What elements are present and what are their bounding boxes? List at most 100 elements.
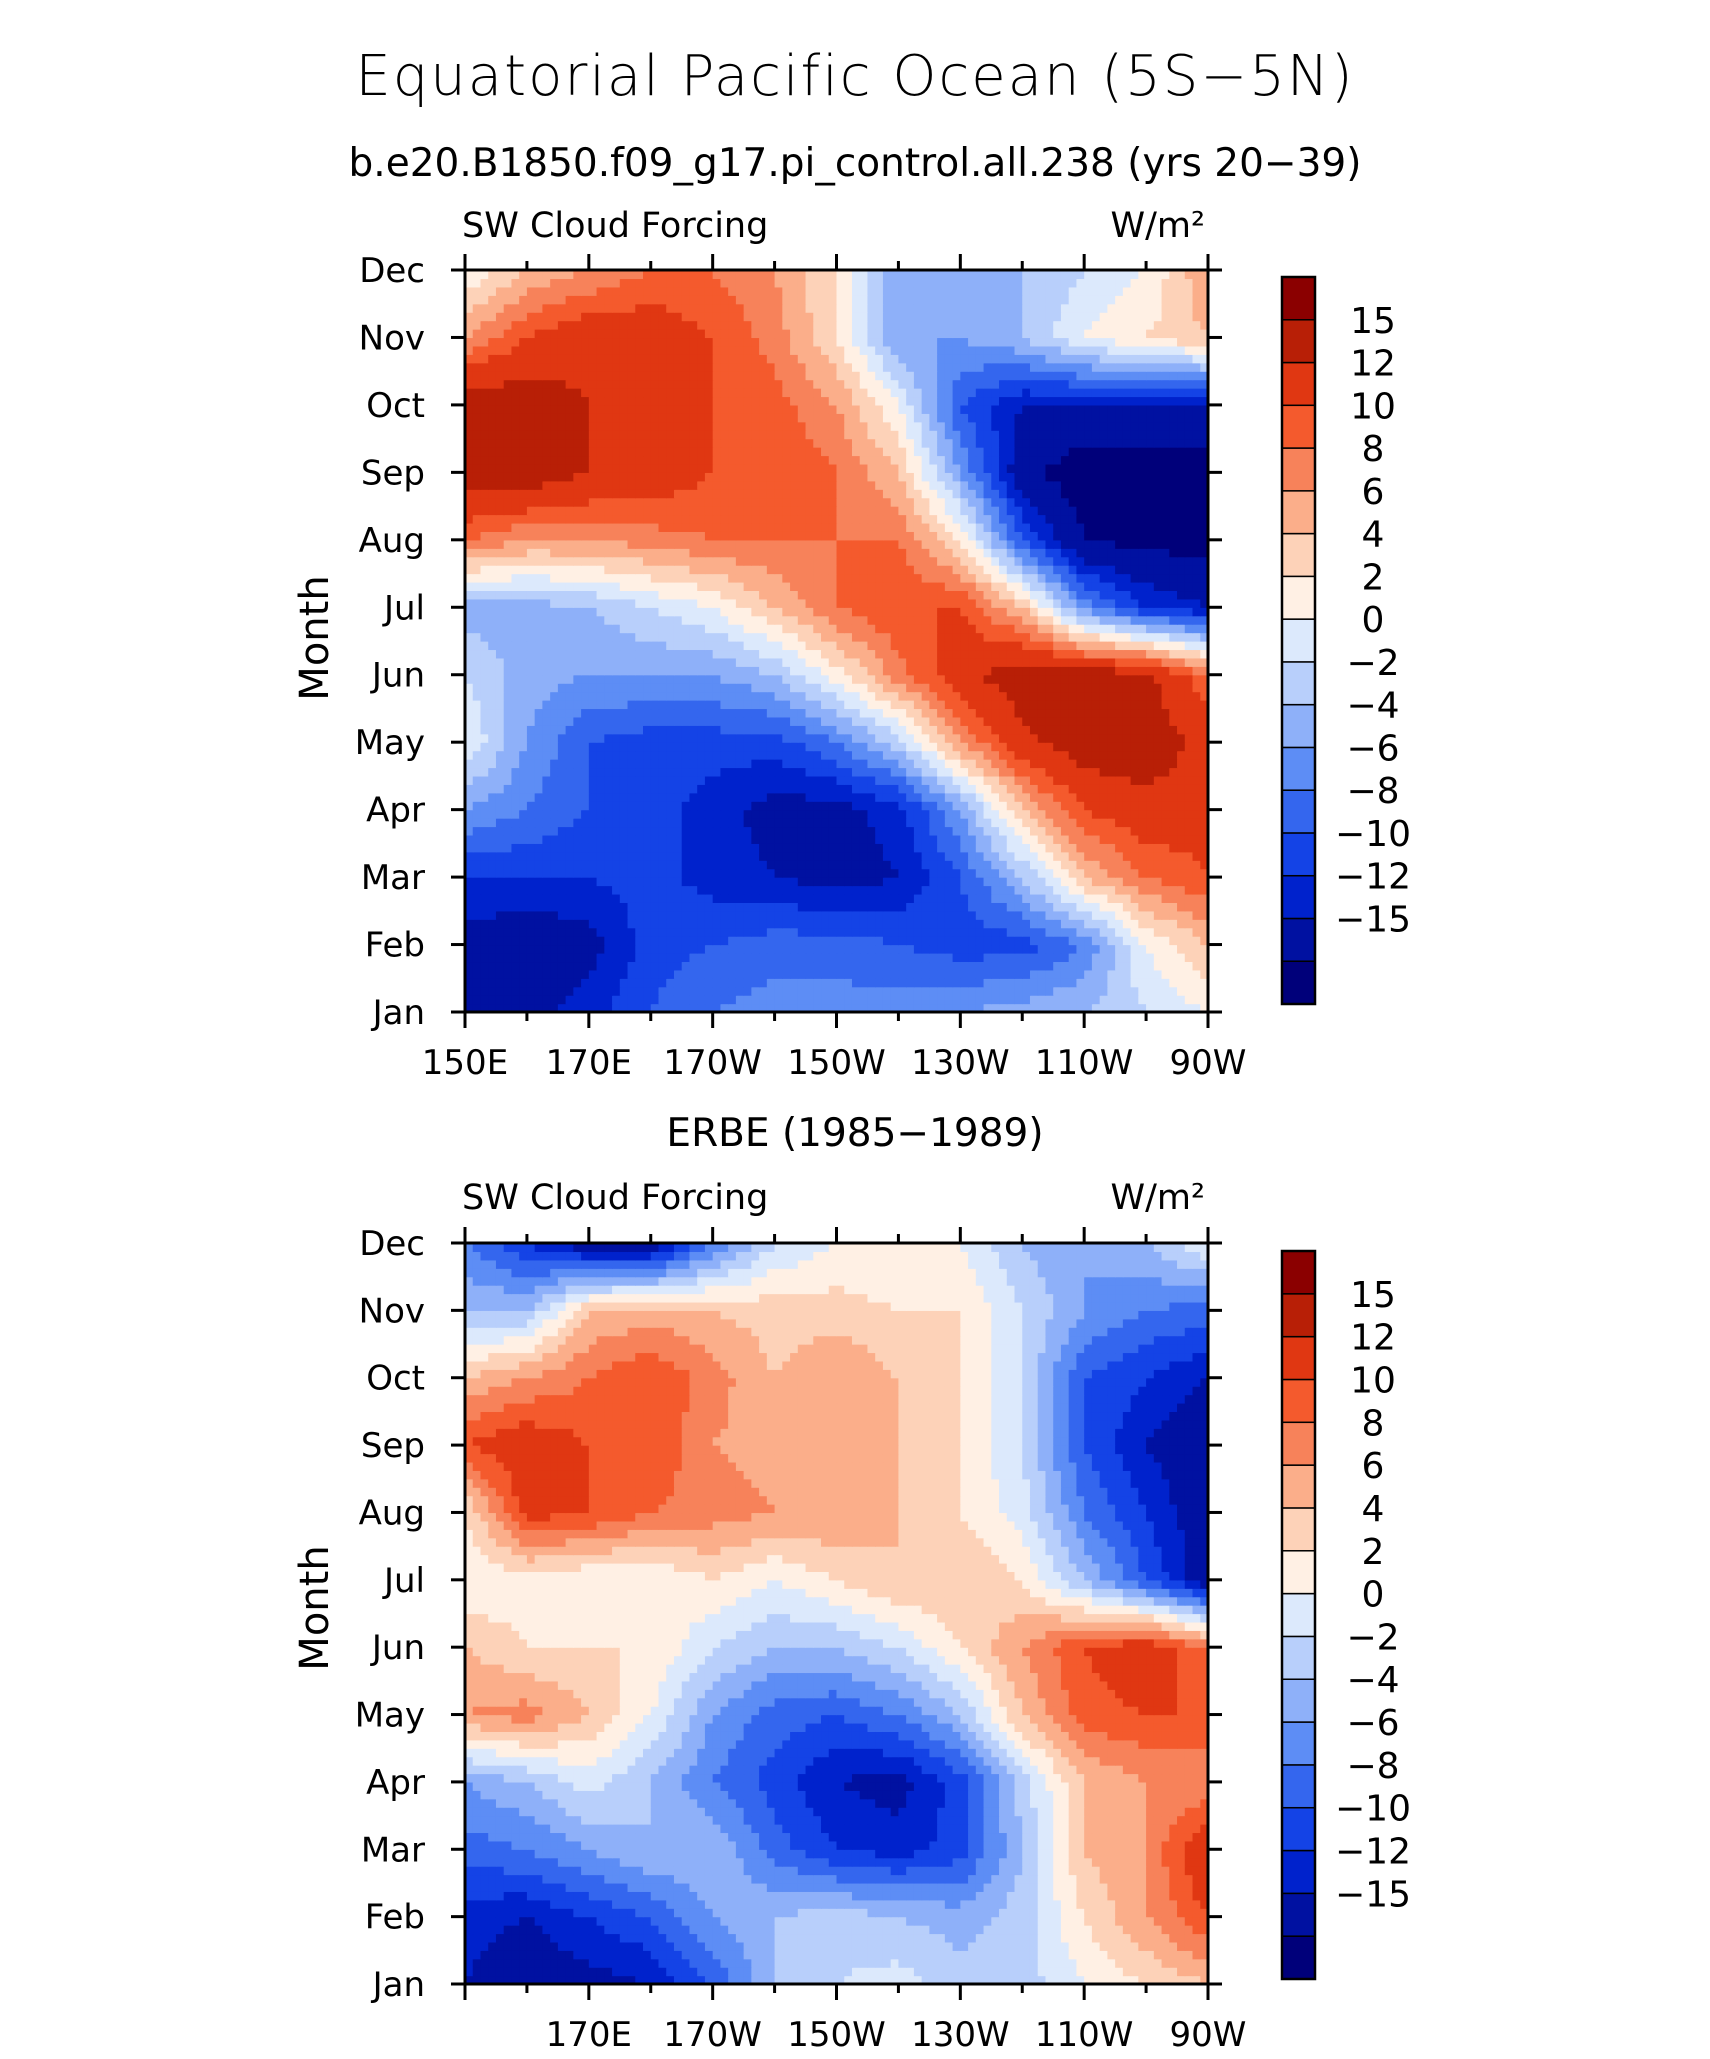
heatmap-cell: [828, 742, 838, 752]
heatmap-cell: [534, 860, 543, 870]
heatmap-cell: [991, 986, 1000, 996]
heatmap-cell: [766, 843, 776, 853]
heatmap-cell: [968, 683, 977, 693]
heatmap-cell: [689, 969, 698, 979]
heatmap-cell: [1029, 910, 1039, 920]
heatmap-cell: [697, 936, 706, 946]
heatmap-cell: [944, 742, 954, 752]
heatmap-cell: [1115, 632, 1124, 642]
heatmap-cell: [480, 649, 489, 659]
heatmap-cell: [882, 860, 892, 870]
heatmap-cell: [929, 733, 938, 743]
heatmap-cell: [999, 581, 1008, 592]
heatmap-cell: [975, 834, 985, 844]
heatmap-cell: [790, 598, 799, 608]
heatmap-cell: [813, 725, 822, 735]
heatmap-cell: [495, 843, 505, 853]
heatmap-cell: [557, 649, 567, 659]
heatmap-cell: [573, 666, 582, 676]
heatmap-cell: [526, 969, 536, 979]
heatmap-cell: [573, 826, 582, 836]
heatmap-cell: [503, 784, 513, 794]
heatmap-cell: [859, 818, 869, 828]
heatmap-cell: [929, 641, 938, 651]
heatmap-cell: [604, 573, 613, 583]
heatmap-cell: [480, 581, 489, 592]
heatmap-cell: [790, 716, 799, 726]
heatmap-cell: [465, 775, 474, 785]
heatmap-cell: [743, 775, 752, 785]
heatmap-cell: [697, 1003, 706, 1013]
heatmap-cell: [805, 708, 814, 718]
heatmap-cell: [604, 860, 613, 870]
heatmap-cell: [952, 590, 961, 600]
heatmap-cell: [658, 683, 667, 693]
heatmap-cell: [836, 716, 845, 726]
heatmap-cell: [1115, 733, 1124, 743]
heatmap-cell: [882, 750, 892, 760]
heatmap-cell: [968, 733, 977, 743]
heatmap-cell: [844, 590, 853, 600]
heatmap-cell: [1022, 851, 1031, 861]
heatmap-cell: [937, 641, 946, 651]
heatmap-cell: [588, 1003, 598, 1013]
heatmap-cell: [851, 818, 861, 828]
heatmap-cell: [844, 700, 853, 710]
heatmap-cell: [1146, 792, 1155, 802]
heatmap-cell: [797, 775, 807, 785]
heatmap-cell: [573, 581, 582, 592]
heatmap-cell: [983, 902, 992, 912]
heatmap-cell: [1099, 910, 1108, 920]
heatmap-cell: [766, 759, 776, 769]
heatmap-cell: [673, 944, 683, 954]
heatmap-cell: [968, 657, 977, 667]
heatmap-cell: [557, 691, 567, 701]
heatmap-cell: [944, 759, 954, 769]
heatmap-cell: [859, 826, 869, 836]
heatmap-cell: [573, 691, 582, 701]
heatmap-cell: [913, 927, 923, 937]
heatmap-cell: [743, 725, 752, 735]
heatmap-cell: [851, 826, 861, 836]
heatmap-cell: [643, 952, 652, 963]
heatmap-cell: [1200, 843, 1209, 853]
heatmap-cell: [1053, 700, 1062, 710]
heatmap-cell: [612, 733, 621, 743]
heatmap-cell: [619, 641, 629, 651]
heatmap-cell: [821, 927, 830, 937]
heatmap-cell: [588, 691, 598, 701]
heatmap-cell: [735, 775, 745, 785]
heatmap-cell: [1161, 910, 1170, 920]
heatmap-cell: [913, 691, 923, 701]
heatmap-cell: [1184, 860, 1194, 870]
heatmap-cell: [666, 944, 675, 954]
heatmap-cell: [821, 775, 830, 785]
heatmap-cell: [1053, 716, 1062, 726]
heatmap-cell: [1076, 708, 1085, 718]
heatmap-cell: [867, 581, 876, 592]
heatmap-cell: [797, 641, 807, 651]
heatmap-cell: [1200, 632, 1209, 642]
heatmap-cell: [1060, 615, 1070, 625]
heatmap-cell: [1200, 826, 1209, 836]
heatmap-cell: [813, 649, 822, 659]
heatmap-cell: [952, 725, 961, 735]
heatmap-cell: [937, 657, 946, 667]
heatmap-cell: [557, 641, 567, 651]
heatmap-cell: [999, 666, 1008, 676]
heatmap-cell: [635, 1003, 644, 1013]
heatmap-cell: [743, 868, 752, 878]
panel-model-left-label: SW Cloud Forcing: [462, 206, 768, 246]
heatmap-cell: [1014, 581, 1023, 592]
heatmap-cell: [689, 674, 698, 684]
heatmap-cell: [612, 615, 621, 625]
heatmap-cell: [465, 910, 474, 920]
heatmap-cell: [604, 818, 613, 828]
heatmap-cell: [944, 877, 954, 887]
heatmap-cell: [813, 826, 822, 836]
heatmap-cell: [550, 784, 559, 794]
heatmap-cell: [790, 1003, 799, 1013]
heatmap-cell: [766, 919, 776, 929]
heatmap-cell: [1192, 952, 1201, 963]
heatmap-cell: [643, 826, 652, 836]
